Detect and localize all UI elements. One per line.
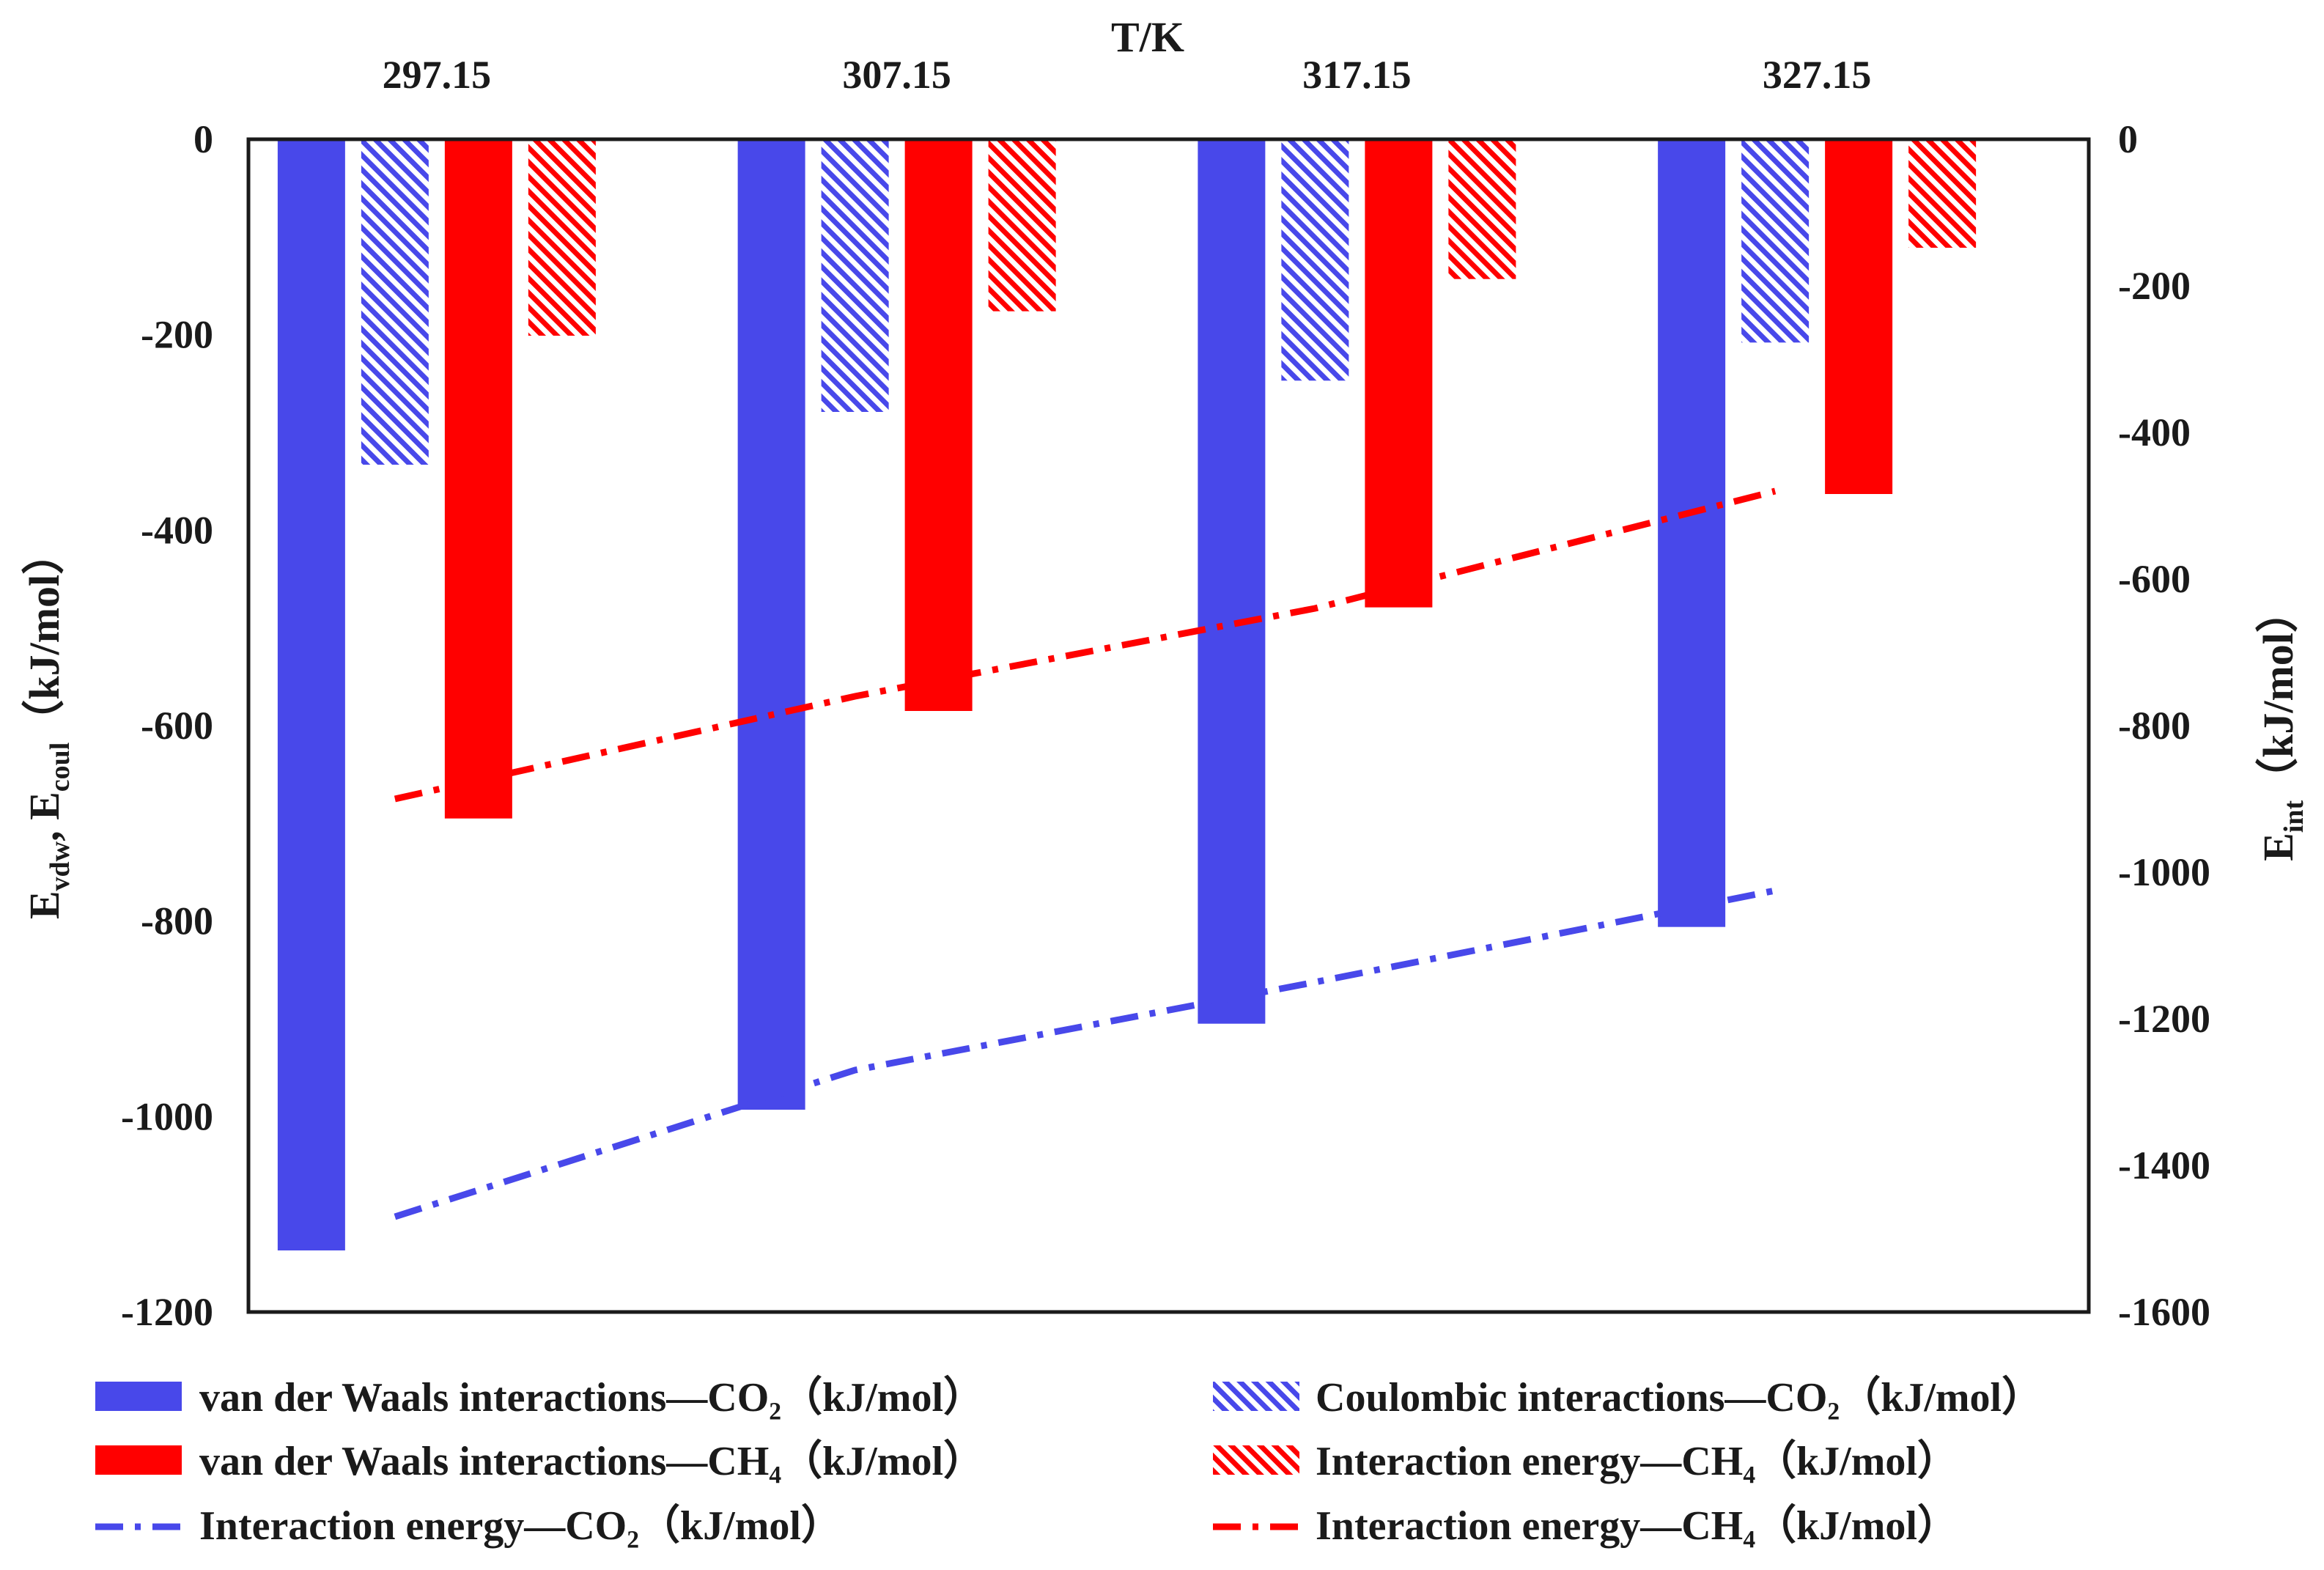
y-right-tick-6: -1200 xyxy=(2118,997,2210,1041)
legend-label-int-ch4-bar: Interaction energy—CH₄（kJ/mol） xyxy=(1316,1438,1958,1484)
bar-vdw-co2-3 xyxy=(1658,139,1726,927)
x-tick-label-1: 307.15 xyxy=(842,53,951,97)
bar-vdw-ch4-0 xyxy=(444,139,512,819)
bar-int-ch4-2 xyxy=(1448,139,1516,279)
legend-swatch-vdw-ch4 xyxy=(95,1445,182,1475)
x-tick-labels: 297.15 307.15 317.15 327.15 xyxy=(383,53,1872,97)
y-right-tick-0: 0 xyxy=(2118,117,2138,161)
bar-int-ch4-3 xyxy=(1908,139,1977,248)
x-axis-title: T/K xyxy=(1111,13,1184,61)
y-right-axis-title: Eint（kJ/mol） xyxy=(2254,590,2309,861)
legend-label-vdw-co2: van der Waals interactions—CO₂（kJ/mol） xyxy=(199,1374,984,1420)
legend-label-line-co2: Interaction energy—CO₂（kJ/mol） xyxy=(199,1503,842,1549)
bar-vdw-ch4-1 xyxy=(904,139,973,711)
y-right-tick-7: -1400 xyxy=(2118,1143,2210,1187)
bar-coul-co2-0 xyxy=(361,139,429,465)
y-right-tick-5: -1000 xyxy=(2118,850,2210,894)
bar-int-ch4-0 xyxy=(528,139,596,336)
y-left-tick-5: -1000 xyxy=(121,1094,213,1138)
y-right-tick-labels: 0 -200 -400 -600 -800 -1000 -1200 -1400 … xyxy=(2118,117,2210,1334)
bar-vdw-ch4-2 xyxy=(1365,139,1433,608)
y-left-tick-2: -400 xyxy=(141,508,213,552)
y-right-tick-2: -400 xyxy=(2118,410,2191,454)
legend: van der Waals interactions—CO₂（kJ/mol） C… xyxy=(95,1374,2043,1549)
plot-frame xyxy=(246,137,2091,1314)
bar-coul-co2-1 xyxy=(821,139,889,412)
bar-coul-co2-3 xyxy=(1741,139,1810,343)
y-right-tick-1: -200 xyxy=(2118,264,2191,308)
y-right-tick-4: -800 xyxy=(2118,704,2191,748)
legend-swatch-vdw-co2 xyxy=(95,1382,182,1411)
x-tick-label-2: 317.15 xyxy=(1302,53,1412,97)
y-left-tick-6: -1200 xyxy=(121,1290,213,1334)
bars xyxy=(277,139,1977,1250)
bar-int-ch4-1 xyxy=(988,139,1056,312)
legend-label-vdw-ch4: van der Waals interactions—CH₄（kJ/mol） xyxy=(199,1438,984,1484)
legend-swatch-coul-co2 xyxy=(1213,1382,1299,1411)
x-tick-label-3: 327.15 xyxy=(1763,53,1872,97)
bar-vdw-co2-2 xyxy=(1198,139,1266,1024)
legend-label-coul-co2: Coulombic interactions—CO₂（kJ/mol） xyxy=(1316,1374,2043,1420)
y-right-tick-3: -600 xyxy=(2118,557,2191,601)
y-left-tick-1: -200 xyxy=(141,313,213,357)
line-interaction-ch4 xyxy=(394,487,1777,803)
bar-coul-co2-2 xyxy=(1281,139,1349,381)
legend-swatch-int-ch4-bar xyxy=(1213,1445,1299,1475)
y-left-tick-0: 0 xyxy=(193,117,213,161)
x-tick-label-0: 297.15 xyxy=(383,53,492,97)
y-left-tick-4: -800 xyxy=(141,899,213,943)
bar-vdw-ch4-3 xyxy=(1825,139,1893,494)
y-left-tick-3: -600 xyxy=(141,704,213,748)
y-left-tick-labels: 0 -200 -400 -600 -800 -1000 -1200 xyxy=(121,117,213,1334)
line-interaction-co2 xyxy=(394,887,1777,1220)
bar-vdw-co2-1 xyxy=(737,139,805,1110)
y-left-axis-title: Evdw, Ecoul（kJ/mol） xyxy=(21,532,75,919)
bar-vdw-co2-0 xyxy=(277,139,345,1250)
legend-label-line-ch4: Interaction energy—CH₄（kJ/mol） xyxy=(1316,1503,1958,1549)
lines xyxy=(394,487,1777,1220)
y-right-tick-8: -1600 xyxy=(2118,1290,2210,1334)
